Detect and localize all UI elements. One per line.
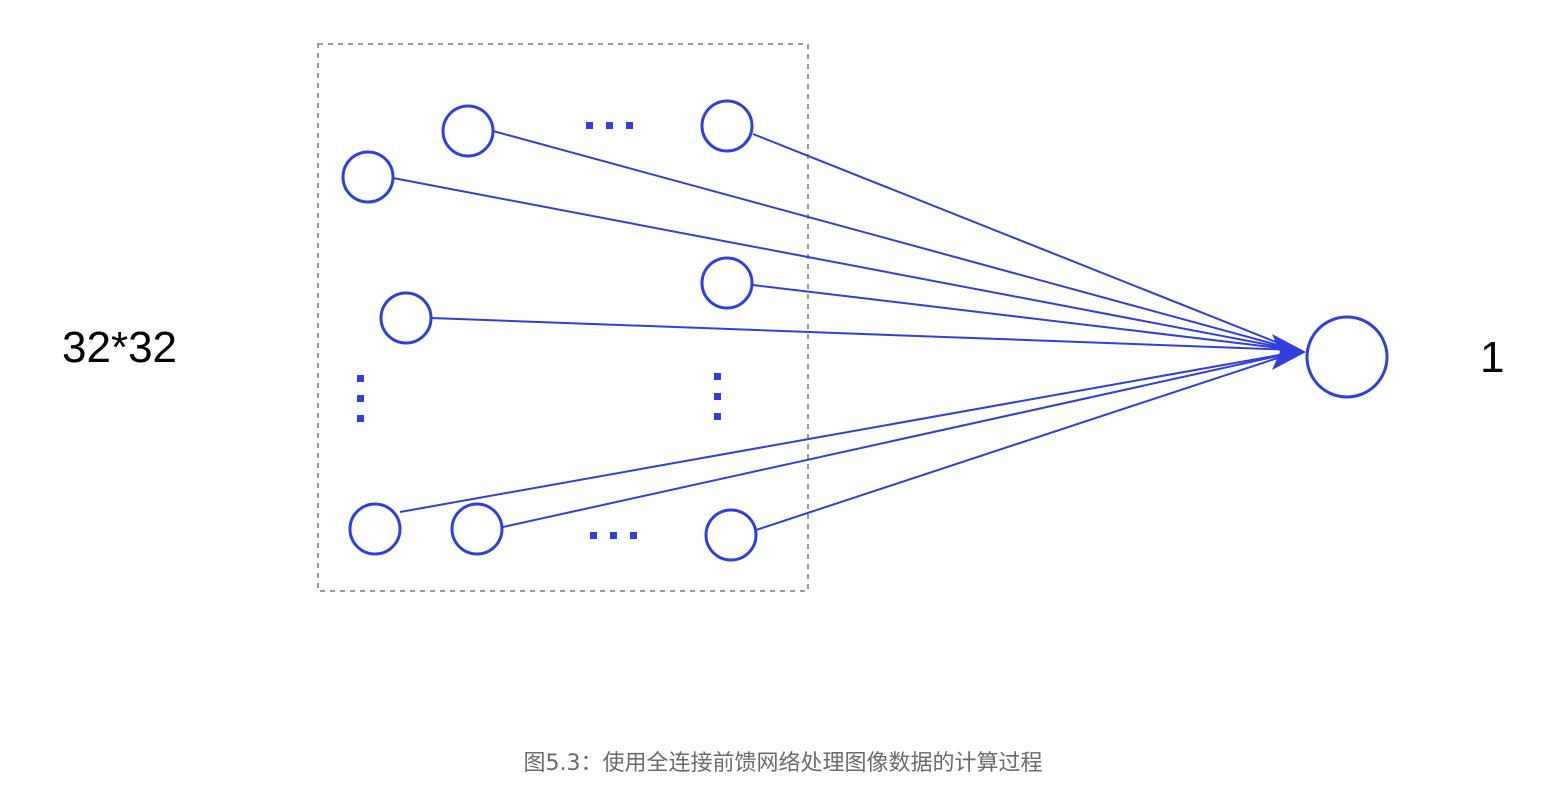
input-node <box>348 502 402 556</box>
input-grid-box <box>317 43 809 592</box>
edges <box>392 130 1297 531</box>
edge-top-left <box>492 130 1297 351</box>
ellipsis-top <box>586 122 633 129</box>
input-node <box>341 150 395 204</box>
edge-bottom-second <box>502 351 1297 528</box>
input-size-label: 32*32 <box>62 323 177 372</box>
ellipsis-bottom <box>590 532 637 539</box>
figure-caption: 图5.3：使用全连接前馈网络处理图像数据的计算过程 <box>524 751 1043 776</box>
input-node <box>700 256 754 310</box>
ellipsis-vertical-right <box>714 373 721 420</box>
input-node <box>704 508 758 562</box>
edge-top-right <box>752 133 1297 351</box>
edge-upper-left <box>392 177 1297 351</box>
edge-middle-right <box>752 284 1297 351</box>
input-node <box>700 99 754 153</box>
input-node <box>441 104 495 158</box>
arrow-head <box>1272 334 1306 370</box>
edge-bottom-right <box>755 351 1297 531</box>
input-node <box>379 291 433 345</box>
edge-middle-left <box>430 317 1297 351</box>
input-nodes <box>341 99 758 562</box>
output-size-label: 1 <box>1480 333 1504 382</box>
input-node <box>450 502 504 556</box>
ellipsis-vertical-left <box>357 375 364 422</box>
edge-bottom-left <box>399 351 1297 513</box>
output-node <box>1305 315 1389 399</box>
